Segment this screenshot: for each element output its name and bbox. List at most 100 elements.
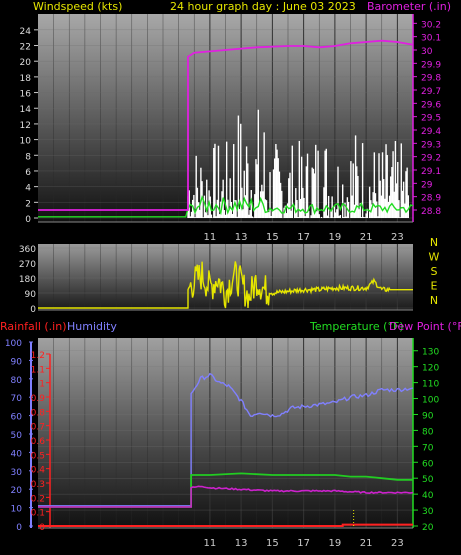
rain-tick-label: 1.2: [31, 351, 45, 361]
humidity-tick-label: 70: [11, 394, 23, 404]
y-left-tick-label: 22: [20, 43, 31, 53]
y-left-tick-label: 24: [20, 27, 32, 37]
rain-tick-label: 0.1: [31, 509, 45, 519]
x-tick-label: 23: [391, 232, 404, 243]
x-tick-label: 17: [297, 538, 310, 549]
temp-tick-label: 70: [422, 443, 434, 453]
humidity-tick-label: 90: [11, 357, 23, 367]
barometer-line: [38, 39, 414, 211]
temp-tick-label: 100: [422, 396, 439, 406]
y-right-tick-label: 30.2: [421, 20, 441, 30]
y-right-tick-label: 29.4: [421, 127, 441, 137]
y-left-tick-label: 270: [19, 260, 36, 270]
x-tick-label: 11: [204, 232, 217, 243]
y-left-tick-label: 180: [19, 275, 36, 285]
y-left-tick-label: 0: [30, 305, 36, 315]
x-tick-label: 19: [329, 232, 342, 243]
y-left-tick-label: 20: [20, 58, 32, 68]
header-graph-title: 24 hour graph day : June 03 2023: [170, 0, 356, 13]
rain-tick-label: 0.8: [31, 408, 46, 418]
x-tick-label: 11: [204, 538, 217, 549]
x-tick-label: 13: [235, 538, 248, 549]
y-right-tick-label: 29.2: [421, 154, 441, 164]
y-left-tick-label: 12: [20, 121, 31, 131]
temp-tick-label: 20: [422, 523, 434, 533]
x-tick-label: 15: [266, 538, 279, 549]
humidity-tick-label: 10: [11, 505, 23, 515]
header-windspeed-label: Windspeed (kts): [33, 0, 122, 13]
y-right-tick-label: 29.7: [421, 87, 441, 97]
y-left-tick-label: 10: [20, 137, 32, 147]
y-right-tick-label: 29: [421, 180, 433, 190]
rain-tick-label: 0.2: [31, 494, 45, 504]
rain-tick-label: 0.6: [31, 437, 46, 447]
humidity-line: [38, 372, 414, 507]
compass-label: N: [430, 294, 438, 307]
y-right-tick-label: 28.9: [421, 194, 441, 204]
rain-tick-label: 0.9: [31, 394, 46, 404]
header-humidity-label: Humidity: [67, 320, 117, 333]
rain-tick-label: 0.5: [31, 451, 45, 461]
humidity-tick-label: 60: [11, 413, 23, 423]
rain-tick-label: 1.1: [31, 365, 45, 375]
wind-average-line: [38, 194, 414, 218]
y-right-tick-label: 29.9: [421, 60, 441, 70]
humidity-tick-label: 80: [11, 376, 23, 386]
y-right-tick-label: 29.3: [421, 140, 441, 150]
header-dewpoint-label: Dew Point (°F): [389, 320, 461, 333]
y-right-tick-label: 29.1: [421, 167, 441, 177]
y-right-tick-label: 29.5: [421, 114, 441, 124]
rain-tick-label: 0.7: [31, 423, 45, 433]
humidity-tick-label: 100: [5, 339, 22, 349]
x-tick-label: 19: [329, 538, 342, 549]
temp-tick-label: 110: [422, 380, 439, 390]
y-right-tick-label: 29.6: [421, 100, 441, 110]
rainfall-line: [38, 523, 413, 527]
y-left-tick-label: 2: [25, 199, 31, 209]
x-tick-label: 21: [360, 232, 373, 243]
temp-tick-label: 90: [422, 411, 434, 421]
humidity-tick-label: 40: [11, 449, 23, 459]
x-tick-label: 17: [297, 232, 310, 243]
rain-tick-label: 1: [39, 380, 45, 390]
humidity-tick-label: 0: [16, 523, 22, 533]
y-right-tick-label: 30: [421, 47, 433, 57]
y-right-tick-label: 30.1: [421, 34, 441, 44]
header-barometer-label: Barometer (.in): [367, 0, 451, 13]
rain-tick-label: 0.4: [31, 466, 46, 476]
compass-label: S: [431, 265, 438, 278]
header-temperature-label: Temperature (°F): [309, 320, 404, 333]
x-tick-label: 21: [360, 538, 373, 549]
y-left-tick-label: 6: [25, 168, 31, 178]
compass-label: N: [430, 236, 438, 249]
temp-tick-label: 40: [422, 491, 434, 501]
dewpoint-line: [38, 485, 414, 508]
header-rainfall-label: Rainfall (.in): [0, 320, 67, 333]
x-tick-label: 15: [266, 232, 279, 243]
y-right-tick-label: 28.8: [421, 207, 441, 217]
rain-tick-label: 0: [39, 523, 45, 533]
humidity-tick-label: 50: [11, 431, 23, 441]
y-left-tick-label: 8: [25, 152, 31, 162]
y-left-tick-label: 360: [19, 245, 36, 255]
temp-tick-label: 30: [422, 507, 434, 517]
y-left-tick-label: 18: [20, 74, 32, 84]
y-left-tick-label: 0: [25, 215, 31, 225]
x-tick-label: 13: [235, 232, 248, 243]
temp-tick-label: 120: [422, 364, 439, 374]
compass-label: E: [431, 280, 438, 293]
rain-tick-label: 0.3: [31, 480, 45, 490]
y-left-tick-label: 16: [20, 90, 32, 100]
humidity-tick-label: 30: [11, 468, 23, 478]
wind-direction-line: [38, 261, 413, 309]
compass-label: W: [429, 251, 440, 264]
y-left-tick-label: 90: [25, 290, 37, 300]
temp-tick-label: 80: [422, 427, 434, 437]
humidity-tick-label: 20: [11, 486, 23, 496]
y-right-tick-label: 29.8: [421, 74, 441, 84]
temp-tick-label: 60: [422, 459, 434, 469]
temp-tick-label: 130: [422, 348, 439, 358]
temperature-line: [38, 472, 413, 508]
temp-tick-label: 50: [422, 475, 434, 485]
